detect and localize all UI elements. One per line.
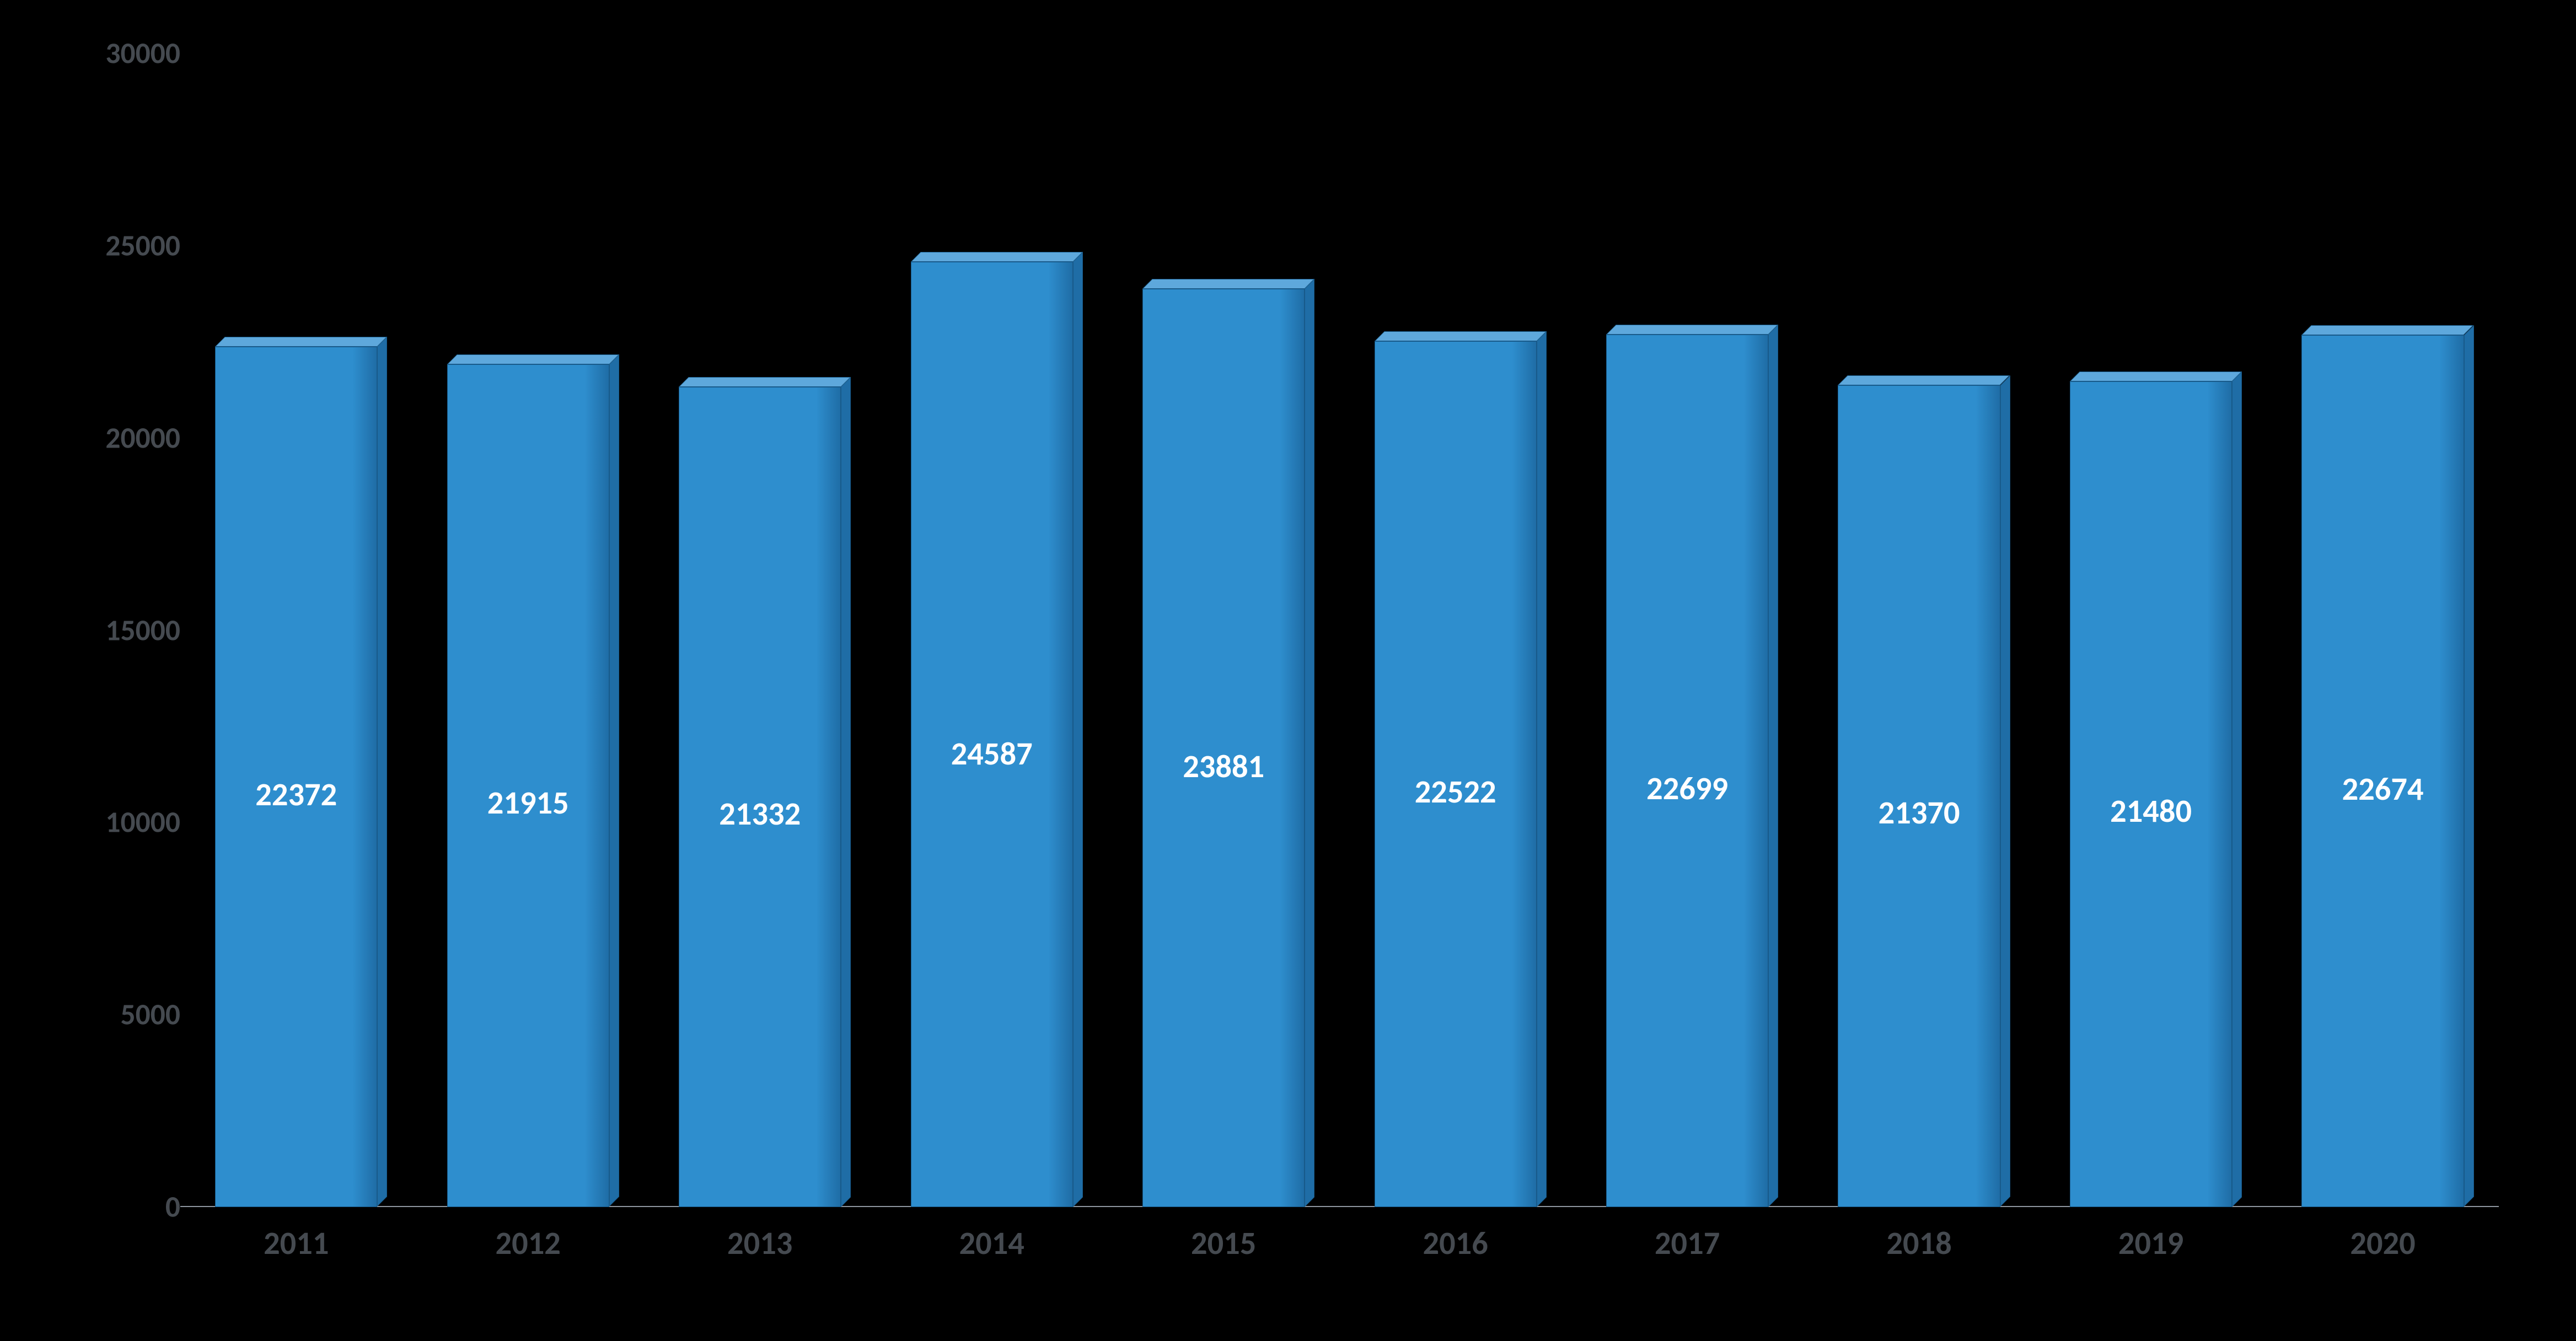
bar-side-face — [1073, 252, 1083, 1207]
bar-side-face — [609, 354, 619, 1207]
bar-top-face — [447, 354, 619, 364]
bar-top-face — [679, 377, 851, 387]
bar-value-label: 23881 — [1110, 746, 1337, 786]
bar-slot: 245872014 — [876, 53, 1107, 1207]
bar-chart: 0500010000150002000025000300002237220112… — [0, 0, 2576, 1341]
x-tick-label: 2013 — [644, 1223, 876, 1263]
bar-top-face — [1375, 331, 1547, 341]
bar-value-label: 24587 — [878, 734, 1105, 773]
x-tick-label: 2014 — [876, 1223, 1107, 1263]
bar-value-label: 22522 — [1342, 772, 1569, 811]
bar: 22522 — [1375, 341, 1537, 1207]
x-tick-label: 2020 — [2267, 1223, 2498, 1263]
x-tick-label: 2018 — [1803, 1223, 2035, 1263]
bar-side-face — [1305, 279, 1314, 1207]
bar-top-face — [215, 337, 387, 347]
bar-top-face — [911, 252, 1083, 262]
x-tick-label: 2019 — [2035, 1223, 2267, 1263]
bar-value-label: 21480 — [2037, 791, 2264, 831]
bar-value-label: 21915 — [415, 783, 642, 822]
bar-slot: 214802019 — [2035, 53, 2267, 1207]
plot-area: 0500010000150002000025000300002237220112… — [180, 53, 2499, 1207]
bar-top-face — [1142, 279, 1314, 289]
x-tick-label: 2016 — [1339, 1223, 1571, 1263]
x-tick-label: 2011 — [180, 1223, 412, 1263]
bar-value-label: 22372 — [183, 774, 410, 814]
bar: 24587 — [911, 262, 1073, 1207]
bar-slot: 226992017 — [1571, 53, 1803, 1207]
y-tick-label: 30000 — [41, 36, 180, 72]
bar-slot: 219152012 — [412, 53, 644, 1207]
bar-slot: 223722011 — [180, 53, 412, 1207]
bar-side-face — [2464, 325, 2474, 1207]
bar-top-face — [1606, 325, 1778, 335]
bar-slot: 213702018 — [1803, 53, 2035, 1207]
bar-top-face — [1838, 375, 2010, 385]
bar-top-face — [2301, 325, 2473, 335]
y-tick-label: 10000 — [41, 805, 180, 841]
bar: 21480 — [2070, 381, 2232, 1207]
bar: 21915 — [447, 364, 609, 1207]
bar-side-face — [1537, 331, 1547, 1207]
bar-side-face — [1768, 325, 1778, 1207]
bar-slot: 213322013 — [644, 53, 876, 1207]
y-tick-label: 25000 — [41, 228, 180, 264]
y-tick-label: 15000 — [41, 612, 180, 648]
bar: 21370 — [1838, 385, 2000, 1207]
bar-slot: 225222016 — [1339, 53, 1571, 1207]
bar-side-face — [2000, 375, 2010, 1207]
bar: 22699 — [1606, 335, 1768, 1207]
bar-value-label: 22674 — [2269, 769, 2497, 809]
bar-side-face — [841, 377, 851, 1207]
bar: 22372 — [215, 347, 377, 1207]
bar: 22674 — [2301, 335, 2464, 1207]
bar: 21332 — [679, 387, 841, 1207]
bar: 23881 — [1142, 289, 1305, 1207]
bar-slot: 238812015 — [1108, 53, 1339, 1207]
bar-value-label: 21370 — [1806, 793, 2033, 832]
bar-value-label: 21332 — [646, 794, 873, 833]
bar-side-face — [2232, 371, 2242, 1207]
bar-side-face — [377, 337, 387, 1207]
bar-value-label: 22699 — [1574, 768, 1801, 808]
x-tick-label: 2015 — [1108, 1223, 1339, 1263]
x-tick-label: 2012 — [412, 1223, 644, 1263]
y-tick-label: 20000 — [41, 420, 180, 456]
bar-top-face — [2070, 371, 2242, 381]
bar-slot: 226742020 — [2267, 53, 2498, 1207]
y-tick-label: 5000 — [41, 997, 180, 1032]
x-tick-label: 2017 — [1571, 1223, 1803, 1263]
y-tick-label: 0 — [41, 1189, 180, 1225]
